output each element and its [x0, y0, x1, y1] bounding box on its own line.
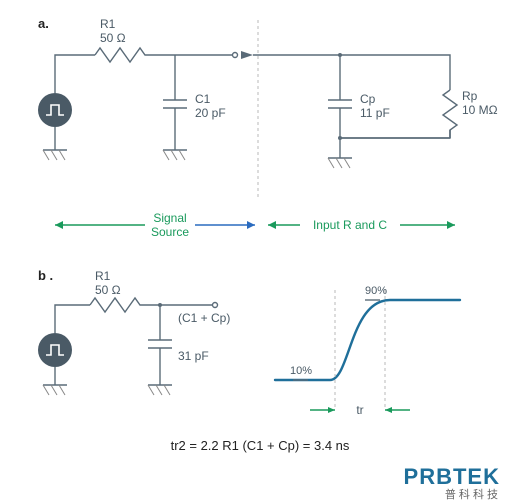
- cp-value: 11 pF: [360, 106, 390, 120]
- panel-a-tag: a.: [38, 16, 49, 31]
- logo-main: PRBTEK: [404, 464, 500, 489]
- tr-label: tr: [356, 403, 363, 417]
- wire-bot-right: [340, 130, 450, 158]
- node-cp: [338, 53, 342, 57]
- ground-src-b: [43, 385, 67, 395]
- logo-sub: 普 科 科 技: [445, 487, 498, 501]
- pct-low: 10%: [290, 365, 312, 377]
- logo: PRBTEK 普 科 科 技: [0, 464, 510, 504]
- r1-label-a: R1: [100, 17, 116, 31]
- r1-label-b: R1: [95, 269, 111, 283]
- rp-label: Rp: [462, 89, 478, 103]
- ground-csum: [148, 385, 172, 395]
- cap-c1: [163, 100, 187, 108]
- node-probe: [233, 53, 238, 58]
- pct-high: 90%: [365, 285, 387, 297]
- node-csum: [158, 303, 162, 307]
- rise-curve: [275, 290, 460, 410]
- probe-arrow: [241, 51, 253, 59]
- wire-top-right: [253, 55, 450, 90]
- node-out-b: [213, 303, 218, 308]
- section-left-label-2: Source: [151, 225, 189, 239]
- wire-src-top-b: [55, 305, 90, 333]
- csum-value: 31 pF: [178, 349, 209, 363]
- section-right-label: Input R and C: [313, 218, 387, 232]
- ground-src-a: [43, 150, 67, 160]
- panel-a: a. R1 50 Ω C1 20 pF Cp 11 pF Rp 10 MΩ: [0, 0, 510, 260]
- c1-value: 20 pF: [195, 106, 226, 120]
- rp-value: 10 MΩ: [462, 103, 498, 117]
- section-left-label-1: Signal: [153, 211, 186, 225]
- r1-value-b: 50 Ω: [95, 283, 121, 297]
- pulse-source-b: [38, 333, 72, 367]
- cp-label: Cp: [360, 92, 376, 106]
- ground-c1: [163, 150, 187, 160]
- c1-label: C1: [195, 92, 211, 106]
- r1-value-a: 50 Ω: [100, 31, 126, 45]
- csum-label: (C1 + Cp): [178, 311, 230, 325]
- resistor-r1-b: [90, 298, 215, 312]
- resistor-r1-a: [95, 48, 160, 62]
- panel-b-tag: b .: [38, 268, 53, 283]
- cap-cp: [328, 100, 352, 108]
- panel-b: b . R1 50 Ω (C1 + Cp) 31 pF 10% 90% tr t…: [0, 260, 510, 470]
- ground-right: [328, 158, 352, 168]
- pulse-source-a: [38, 93, 72, 127]
- cap-csum: [148, 340, 172, 348]
- wire-src-top: [55, 55, 95, 93]
- equation: tr2 = 2.2 R1 (C1 + Cp) = 3.4 ns: [171, 438, 350, 453]
